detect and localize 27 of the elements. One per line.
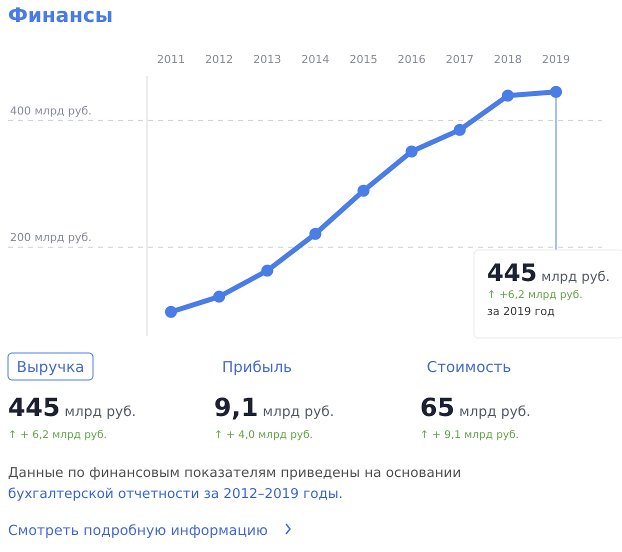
text: Стоимость xyxy=(426,358,512,376)
x-tick-label: 2019 xyxy=(542,53,570,66)
text: бухгалтерской отчетности за 2012–2019 годы. xyxy=(8,486,343,502)
text: Прибыль xyxy=(222,358,292,376)
x-tick-label: 2016 xyxy=(398,53,426,66)
x-tick-label: 2018 xyxy=(494,53,522,66)
text: ↑ + 9,1 млрд руб. xyxy=(420,429,519,441)
annotation: 445 млрд руб. xyxy=(487,259,610,287)
text: ↑ + 6,2 млрд руб. xyxy=(8,429,107,441)
text: Смотреть подробную информацию xyxy=(8,523,268,539)
chart-title: Финансы xyxy=(8,3,113,27)
x-tick-label: 2013 xyxy=(253,53,282,66)
text: 65 млрд руб. xyxy=(420,393,531,422)
y-tick-label: 400 млрд руб. xyxy=(10,104,92,118)
text: 445 млрд руб. xyxy=(8,393,136,422)
text: 9,1 млрд руб. xyxy=(214,393,334,422)
x-tick-label: 2017 xyxy=(446,53,474,66)
text: Данные по финансовым показателям приведены на основании xyxy=(8,465,462,481)
x-tick-label: 2015 xyxy=(350,53,378,66)
x-tick-label: 2014 xyxy=(301,53,330,66)
y-tick-label: 200 млрд руб. xyxy=(10,231,92,244)
x-tick-label: 2012 xyxy=(205,53,234,66)
annotation: ↑ +6,2 млрд руб. xyxy=(487,289,583,301)
x-tick-label: 2011 xyxy=(157,53,185,66)
text: ↑ + 4,0 млрд руб. xyxy=(214,429,313,441)
text: Выручка xyxy=(16,358,84,376)
annotation: за 2019 год xyxy=(487,305,556,318)
